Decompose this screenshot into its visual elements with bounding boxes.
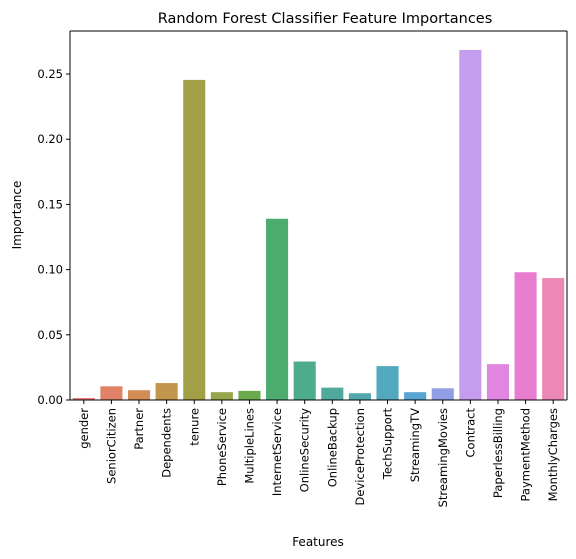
chart-title: Random Forest Classifier Feature Importa… bbox=[158, 11, 493, 27]
bar-gender bbox=[72, 398, 95, 400]
x-tick-label-MonthlyCharges: MonthlyCharges bbox=[546, 408, 560, 501]
y-tick-label: 0.20 bbox=[37, 132, 63, 146]
x-tick-label-PaymentMethod: PaymentMethod bbox=[519, 408, 533, 501]
y-axis-ticks: 0.00 0.05 0.10 0.15 0.20 0.25 bbox=[37, 67, 70, 407]
bar-DeviceProtection bbox=[348, 393, 371, 400]
bar-OnlineSecurity bbox=[293, 361, 316, 400]
y-tick-label: 0.15 bbox=[37, 197, 63, 211]
bar-SeniorCitizen bbox=[100, 386, 123, 400]
bar-OnlineBackup bbox=[321, 387, 344, 400]
x-tick-label-gender: gender bbox=[77, 408, 91, 449]
x-axis-label: Features bbox=[292, 535, 344, 549]
bar-tenure bbox=[183, 79, 206, 401]
bar-InternetService bbox=[266, 218, 289, 400]
x-axis-ticks: gender SeniorCitizen Partner Dependents tenu… bbox=[77, 400, 560, 507]
x-tick-label-TechSupport: TechSupport bbox=[381, 408, 395, 481]
y-tick-label: 0.25 bbox=[37, 67, 63, 81]
x-tick-label-tenure: tenure bbox=[187, 408, 201, 446]
bar-Dependents bbox=[155, 383, 178, 400]
bar-MonthlyCharges bbox=[542, 278, 565, 400]
bar-Contract bbox=[459, 49, 482, 400]
x-tick-label-Dependents: Dependents bbox=[160, 408, 174, 478]
bar-TechSupport bbox=[376, 366, 399, 400]
bar-PhoneService bbox=[210, 392, 233, 400]
x-tick-label-OnlineBackup: OnlineBackup bbox=[325, 408, 339, 487]
x-tick-label-PaperlessBilling: PaperlessBilling bbox=[491, 408, 505, 498]
x-tick-label-PhoneService: PhoneService bbox=[215, 408, 229, 486]
x-tick-label-OnlineSecurity: OnlineSecurity bbox=[298, 408, 312, 493]
bar-StreamingMovies bbox=[431, 388, 454, 400]
bar-Partner bbox=[127, 390, 151, 400]
y-tick-label: 0.00 bbox=[37, 393, 63, 407]
y-tick-label: 0.10 bbox=[37, 263, 63, 277]
x-tick-label-StreamingTV: StreamingTV bbox=[408, 408, 422, 482]
y-tick-label: 0.05 bbox=[37, 328, 63, 342]
bar-MultipleLines bbox=[238, 390, 261, 400]
x-tick-label-DeviceProtection: DeviceProtection bbox=[353, 408, 367, 506]
x-tick-label-InternetService: InternetService bbox=[270, 408, 284, 496]
bar-StreamingTV bbox=[404, 392, 427, 400]
bar-PaperlessBilling bbox=[486, 364, 510, 400]
x-tick-label-Partner: Partner bbox=[132, 408, 146, 450]
y-axis-label: Importance bbox=[10, 181, 24, 250]
x-tick-label-StreamingMovies: StreamingMovies bbox=[436, 408, 450, 507]
bar-PaymentMethod bbox=[514, 272, 537, 400]
x-tick-label-SeniorCitizen: SeniorCitizen bbox=[104, 408, 118, 484]
x-tick-label-MultipleLines: MultipleLines bbox=[242, 408, 256, 484]
bars-group bbox=[72, 49, 565, 401]
x-tick-label-Contract: Contract bbox=[463, 408, 477, 458]
